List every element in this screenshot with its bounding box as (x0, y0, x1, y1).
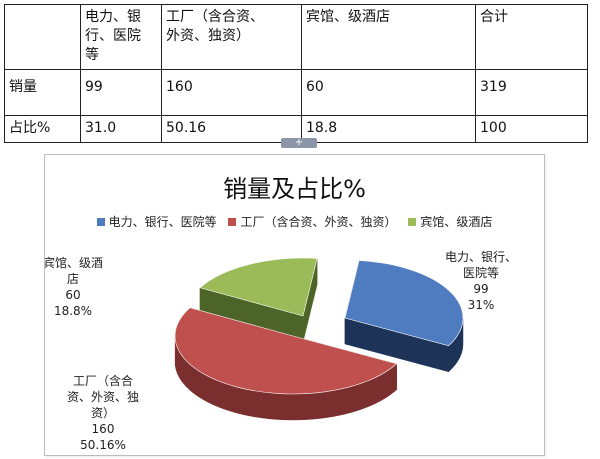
chart-move-handle[interactable]: + (281, 138, 317, 148)
table-cell: 160 (161, 69, 302, 116)
legend-item: 电力、银行、医院等 (96, 213, 217, 230)
legend-item: 宾馆、级酒店 (408, 213, 492, 230)
header-line: 电力、银 (85, 9, 141, 25)
header-cell-corner (4, 4, 81, 70)
table-header-row: 电力、银 行、医院 等 工厂（含合资、 外资、独资） 宾馆、级酒店 合计 (4, 4, 588, 70)
table-row-sales: 销量 99 160 60 319 (4, 69, 588, 116)
table-row-share: 占比% 31.0 50.16 18.8 100 (4, 115, 588, 143)
table-cell: 100 (475, 115, 588, 143)
pie-slice[interactable] (174, 307, 398, 395)
legend-item: 工厂（含合资、外资、独资） (228, 213, 397, 230)
legend-swatch (408, 218, 417, 226)
pie-slice[interactable] (344, 260, 464, 347)
chart-title: 销量及占比% (223, 175, 366, 203)
legend-label: 电力、银行、医院等 (108, 215, 217, 229)
header-line: 外资、独资） (166, 28, 250, 44)
header-cell-hotel: 宾馆、级酒店 (301, 4, 476, 70)
pie-slice[interactable] (199, 257, 318, 317)
row-label: 销量 (4, 69, 81, 116)
pie-data-label: 电力、银行、医院等 99 31% (445, 250, 517, 312)
pie-data-label: 工厂（含合资、外资、独资） 160 50.16% (67, 373, 139, 452)
legend-label: 宾馆、级酒店 (420, 215, 493, 229)
header-cell-power: 电力、银 行、医院 等 (80, 4, 162, 70)
header-line: 行、医院 (85, 28, 141, 44)
row-label: 占比% (4, 115, 81, 143)
pie-data-label: 宾馆、级酒店 60 18.8% (45, 255, 103, 318)
legend-label: 工厂（含合资、外资、独资） (240, 215, 397, 229)
legend-swatch (228, 218, 237, 226)
table-cell: 60 (301, 69, 476, 116)
table-cell: 18.8 (301, 115, 476, 143)
header-cell-total: 合计 (475, 4, 588, 70)
data-table: 电力、银 行、医院 等 工厂（含合资、 外资、独资） 宾馆、级酒店 合计 销量 … (4, 4, 588, 143)
pie-chart: 电力、银行、医院等 99 31% 工厂（含合资、外资、独资） 160 50.16% 宾馆、级… (45, 250, 517, 452)
table-cell: 319 (475, 69, 588, 116)
plus-icon: + (294, 137, 304, 148)
chart-panel[interactable]: 销量及占比% 电力、银行、医院等 工厂（含合资、外资、独资） 宾馆、级酒店 电力… (44, 154, 545, 456)
header-line: 合计 (480, 9, 508, 25)
legend-swatch (96, 218, 105, 226)
header-line: 宾馆、级酒店 (306, 9, 390, 25)
table-cell: 31.0 (80, 115, 162, 143)
header-line: 等 (85, 47, 99, 63)
chart-legend: 电力、银行、医院等 工厂（含合资、外资、独资） 宾馆、级酒店 (45, 213, 544, 230)
table-cell: 99 (80, 69, 162, 116)
header-line: 工厂（含合资、 (166, 9, 264, 25)
header-cell-factory: 工厂（含合资、 外资、独资） (161, 4, 302, 70)
